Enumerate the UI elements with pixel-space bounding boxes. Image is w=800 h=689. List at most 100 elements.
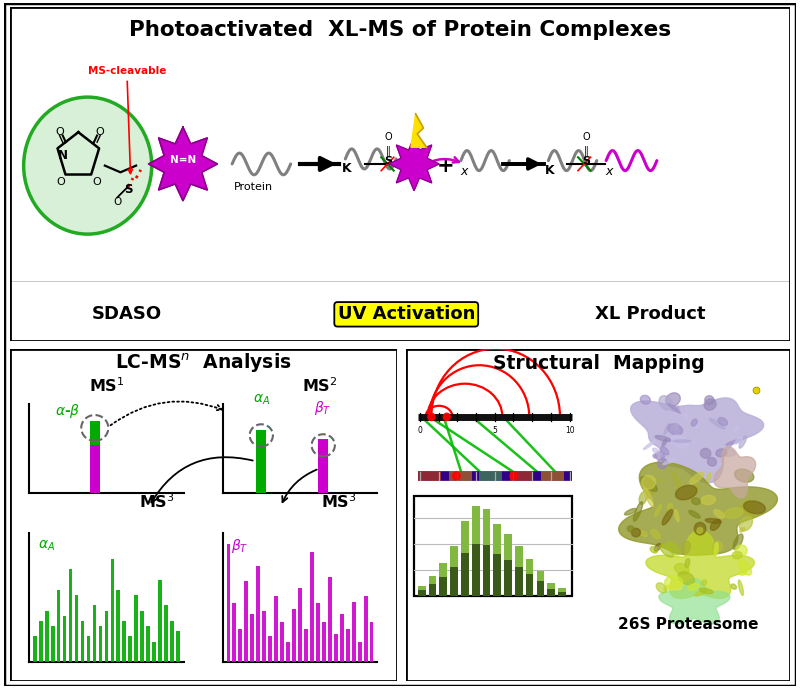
Ellipse shape — [706, 519, 721, 524]
Bar — [257, 430, 266, 493]
Polygon shape — [411, 114, 426, 147]
Bar — [146, 626, 150, 662]
Text: Protein: Protein — [234, 181, 273, 192]
Text: 10: 10 — [565, 426, 574, 435]
Bar — [537, 571, 544, 582]
Ellipse shape — [732, 551, 742, 559]
FancyBboxPatch shape — [10, 7, 790, 341]
Bar — [494, 554, 501, 596]
Ellipse shape — [662, 439, 667, 446]
Ellipse shape — [738, 568, 747, 575]
Ellipse shape — [651, 529, 660, 539]
Ellipse shape — [691, 419, 697, 426]
Ellipse shape — [716, 449, 726, 457]
Ellipse shape — [690, 486, 699, 495]
Polygon shape — [630, 398, 764, 483]
FancyBboxPatch shape — [414, 496, 571, 596]
Bar — [418, 586, 426, 590]
Text: $\alpha$-$\beta$: $\alpha$-$\beta$ — [55, 402, 80, 420]
Ellipse shape — [694, 424, 698, 428]
Text: 5: 5 — [492, 426, 497, 435]
Bar — [256, 566, 260, 662]
Ellipse shape — [674, 509, 679, 522]
Bar — [482, 545, 490, 596]
Ellipse shape — [744, 501, 766, 514]
Ellipse shape — [735, 545, 747, 557]
Bar — [226, 544, 230, 662]
Ellipse shape — [642, 475, 655, 489]
Text: O: O — [93, 177, 102, 187]
FancyBboxPatch shape — [406, 349, 790, 681]
Ellipse shape — [659, 395, 673, 410]
Bar — [57, 590, 61, 662]
Ellipse shape — [710, 418, 725, 429]
Text: 0: 0 — [418, 426, 422, 435]
Ellipse shape — [671, 407, 679, 411]
Text: $\beta_T$: $\beta_T$ — [314, 399, 332, 417]
Bar — [274, 596, 278, 662]
Ellipse shape — [738, 560, 751, 575]
Text: MS-cleavable: MS-cleavable — [88, 65, 166, 174]
Bar — [526, 574, 534, 596]
Ellipse shape — [658, 458, 667, 469]
Bar — [90, 420, 100, 444]
Bar — [558, 592, 566, 596]
Bar — [62, 616, 66, 662]
Bar — [318, 439, 328, 493]
Ellipse shape — [666, 393, 680, 406]
Ellipse shape — [665, 576, 682, 588]
Ellipse shape — [733, 534, 743, 550]
Ellipse shape — [748, 511, 758, 518]
Bar — [418, 590, 426, 596]
Text: K: K — [342, 163, 352, 176]
Ellipse shape — [689, 511, 700, 518]
Ellipse shape — [650, 546, 658, 553]
Bar — [105, 610, 108, 662]
Bar — [238, 629, 242, 662]
Bar — [547, 588, 555, 596]
Ellipse shape — [660, 545, 674, 557]
Ellipse shape — [666, 542, 680, 555]
Ellipse shape — [739, 516, 753, 531]
Bar — [245, 581, 248, 662]
Ellipse shape — [658, 479, 662, 483]
Bar — [310, 552, 314, 662]
Bar — [334, 635, 338, 662]
Text: $\alpha_A$: $\alpha_A$ — [38, 539, 55, 553]
Ellipse shape — [653, 448, 658, 453]
Ellipse shape — [655, 451, 665, 460]
Bar — [286, 641, 290, 662]
Bar — [482, 508, 490, 545]
Ellipse shape — [627, 526, 634, 532]
Bar — [292, 609, 296, 662]
Bar — [358, 641, 362, 662]
Bar — [140, 610, 144, 662]
Text: ‖: ‖ — [386, 145, 390, 156]
Bar — [233, 604, 236, 662]
Ellipse shape — [700, 449, 711, 458]
Bar — [51, 626, 54, 662]
Ellipse shape — [710, 520, 721, 531]
Bar — [39, 621, 42, 662]
Polygon shape — [618, 462, 778, 555]
Text: N=N: N=N — [170, 155, 196, 165]
Bar — [450, 546, 458, 567]
Ellipse shape — [675, 485, 697, 500]
Ellipse shape — [692, 498, 700, 504]
Ellipse shape — [643, 488, 654, 506]
Text: O: O — [385, 132, 392, 142]
Text: x: x — [606, 165, 613, 178]
Bar — [110, 559, 114, 662]
Ellipse shape — [712, 542, 722, 551]
Ellipse shape — [697, 528, 702, 533]
Bar — [164, 606, 168, 662]
Ellipse shape — [654, 544, 661, 551]
Bar — [450, 567, 458, 596]
Ellipse shape — [668, 424, 682, 435]
Ellipse shape — [731, 584, 737, 589]
Bar — [304, 629, 308, 662]
Bar — [461, 553, 469, 596]
Text: 26S Proteasome: 26S Proteasome — [618, 617, 759, 632]
Text: MS$^2$: MS$^2$ — [302, 376, 337, 395]
Text: x: x — [460, 165, 468, 178]
